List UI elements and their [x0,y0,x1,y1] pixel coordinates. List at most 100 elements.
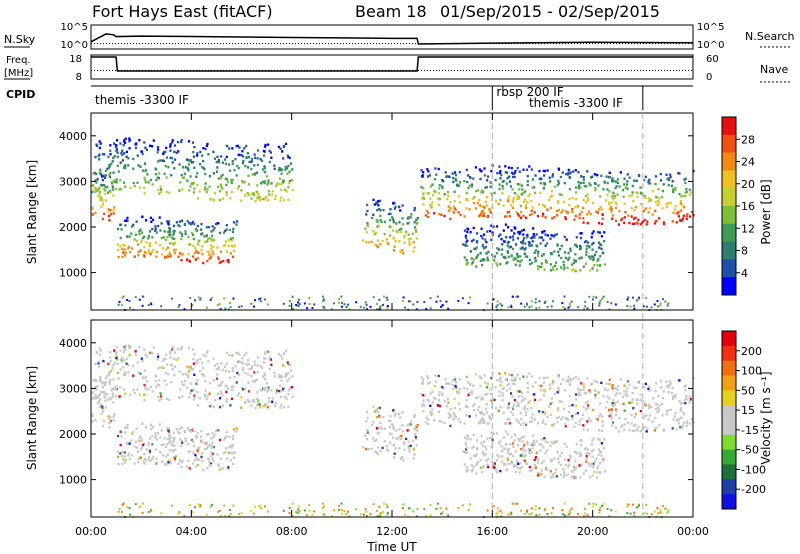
velocity-cell [502,436,505,439]
velocity-cell [514,470,517,474]
velocity-cell [648,404,651,407]
velocity-cell [159,395,163,398]
velocity-cell [168,459,171,462]
velocity-cell [201,459,204,463]
power-cell [634,205,637,209]
velocity-cell [436,404,440,407]
velocity-cell [401,506,404,509]
velocity-cell [479,384,482,388]
power-cell [656,203,659,207]
power-cell [626,173,629,176]
power-cell [465,262,468,265]
power-cell [366,222,369,225]
velocity-cell [111,367,114,370]
power-cell [152,139,155,142]
velocity-cell [601,415,604,418]
velocity-cell [453,397,456,400]
power-cell [232,227,235,231]
velocity-cell [247,390,251,393]
velocity-cell [614,393,617,397]
power-cell [267,303,270,306]
velocity-cell [116,450,119,453]
velocity-cell [248,367,251,371]
power-cell [579,232,582,235]
power-cell [340,305,343,308]
power-cell [571,210,574,214]
velocity-cell [495,469,498,472]
power-cell [109,149,112,152]
velocity-cell [569,454,572,458]
power-cell [402,252,405,255]
power-cell [96,144,99,148]
velocity-cell [647,418,650,421]
velocity-cell [603,470,607,473]
power-cell [423,301,426,304]
power-cell [658,197,661,200]
power-cell [483,214,486,218]
velocity-cell [504,447,507,450]
power-cell [227,244,231,248]
velocity-cell [104,376,107,380]
velocity-cell [208,457,211,460]
power-cell [271,190,274,193]
power-cell [116,243,119,246]
power-cell [416,216,419,220]
velocity-cell [165,363,169,366]
velocity-cell [472,384,475,387]
velocity-cell [173,457,176,460]
velocity-cell [208,444,211,447]
velocity-cell [121,454,124,458]
velocity-cell [452,387,455,391]
velocity-cell [282,388,285,391]
power-cell [537,250,540,254]
velocity-cell [169,350,172,353]
velocity-cell [95,379,98,383]
power-cell [227,163,231,166]
velocity-cell [441,393,444,397]
velocity-cell [228,435,231,439]
power-cell [235,144,238,148]
velocity-cell [428,410,432,413]
velocity-cell [592,448,595,452]
power-cell [216,246,219,249]
power-cell [210,198,213,201]
power-cell [466,227,469,230]
velocity-cell [506,458,510,461]
velocity-cell [177,357,180,360]
velocity-cell [533,418,536,421]
power-cell [407,300,410,303]
power-cell [374,243,377,246]
power-cell [219,177,222,180]
velocity-cell [392,425,395,429]
velocity-cell [560,418,563,421]
velocity-cell [539,388,542,392]
velocity-cell [523,397,527,400]
velocity-cell [501,455,504,458]
velocity-cell [577,391,581,394]
velocity-cell [195,457,198,460]
power-cell [623,216,626,219]
power-cell [219,250,222,253]
power-cell [431,194,435,197]
power-cell [101,175,104,178]
power-cell [398,228,401,232]
power-cell [224,243,227,247]
velocity-cell [192,357,195,361]
velocity-cell [530,420,533,423]
power-cell [566,173,569,176]
power-cell [117,170,120,173]
velocity-cell [610,385,614,389]
power-cell [136,181,139,184]
velocity-cell [610,417,613,420]
velocity-cell [163,437,166,440]
power-cell [601,297,604,300]
power-cell [519,204,522,208]
power-cell [164,164,167,168]
velocity-cell [543,508,546,511]
velocity-cell [118,395,121,398]
velocity-cell [282,509,285,512]
power-cell [564,217,567,221]
power-cell [661,297,664,300]
power-cell [99,168,102,172]
